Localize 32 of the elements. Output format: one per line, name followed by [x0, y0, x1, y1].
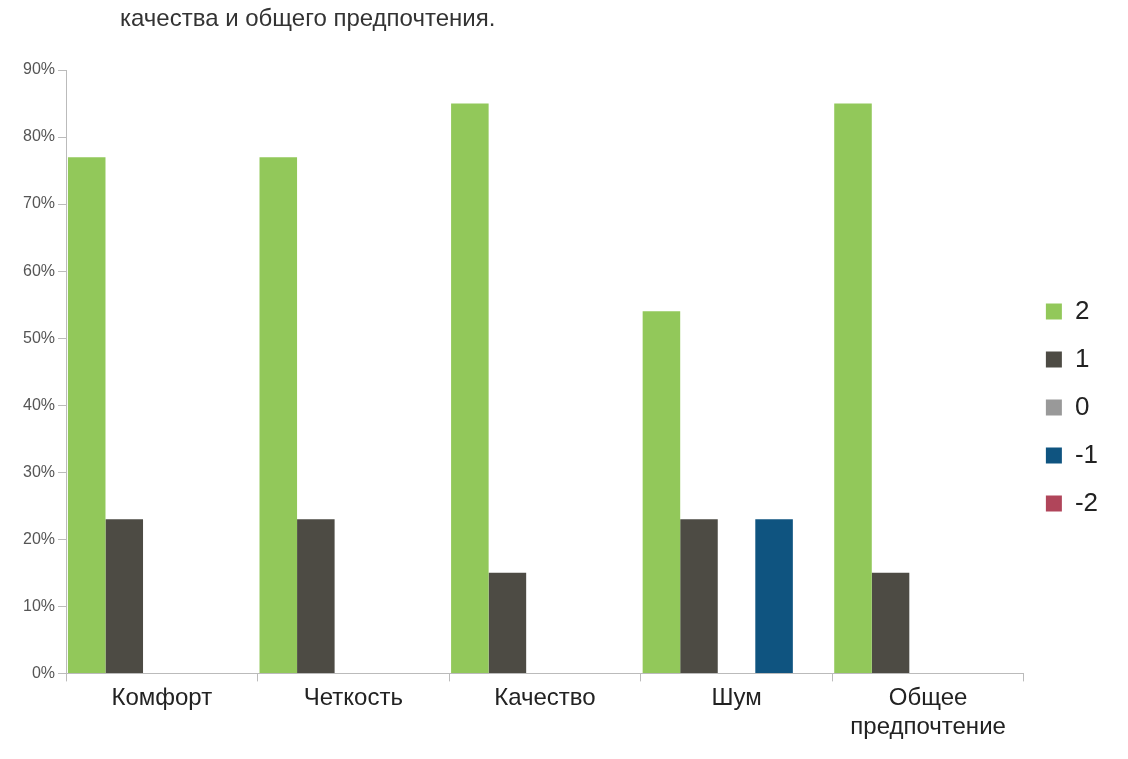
x-tick-label: Четкость: [303, 683, 403, 711]
bar: [642, 311, 681, 673]
x-tick-label: Комфорт: [111, 683, 213, 711]
bar: [755, 519, 793, 673]
y-tick-label: 60%: [22, 261, 56, 279]
bar: [259, 157, 298, 673]
bar: [834, 103, 872, 673]
y-tick-label: 50%: [22, 328, 56, 346]
bar: [297, 519, 335, 673]
bar: [105, 519, 144, 673]
bar: [680, 519, 718, 673]
bar: [451, 103, 489, 673]
y-tick-label: 20%: [22, 529, 56, 547]
chart-title: качества и общего предпочтения.: [120, 4, 496, 32]
y-tick-label: 70%: [22, 194, 56, 212]
x-tick-label: Шум: [711, 683, 762, 711]
bar: [871, 572, 910, 673]
y-tick-label: 0%: [31, 663, 56, 681]
y-tick-label: 30%: [22, 462, 56, 480]
legend-label: -2: [1074, 486, 1099, 517]
legend-label: 1: [1074, 342, 1090, 373]
bar: [67, 157, 106, 673]
x-tick-label: Качество: [494, 683, 596, 711]
y-tick-label: 90%: [22, 60, 56, 78]
x-tick-label: Общее предпочтение: [850, 683, 1006, 740]
legend-label: 2: [1074, 294, 1090, 325]
y-tick-label: 80%: [22, 127, 56, 145]
legend-label: -1: [1074, 438, 1099, 469]
bar: [488, 572, 527, 673]
y-tick-label: 10%: [22, 596, 56, 614]
y-tick-label: 40%: [22, 395, 56, 413]
legend-label: 0: [1074, 390, 1090, 421]
